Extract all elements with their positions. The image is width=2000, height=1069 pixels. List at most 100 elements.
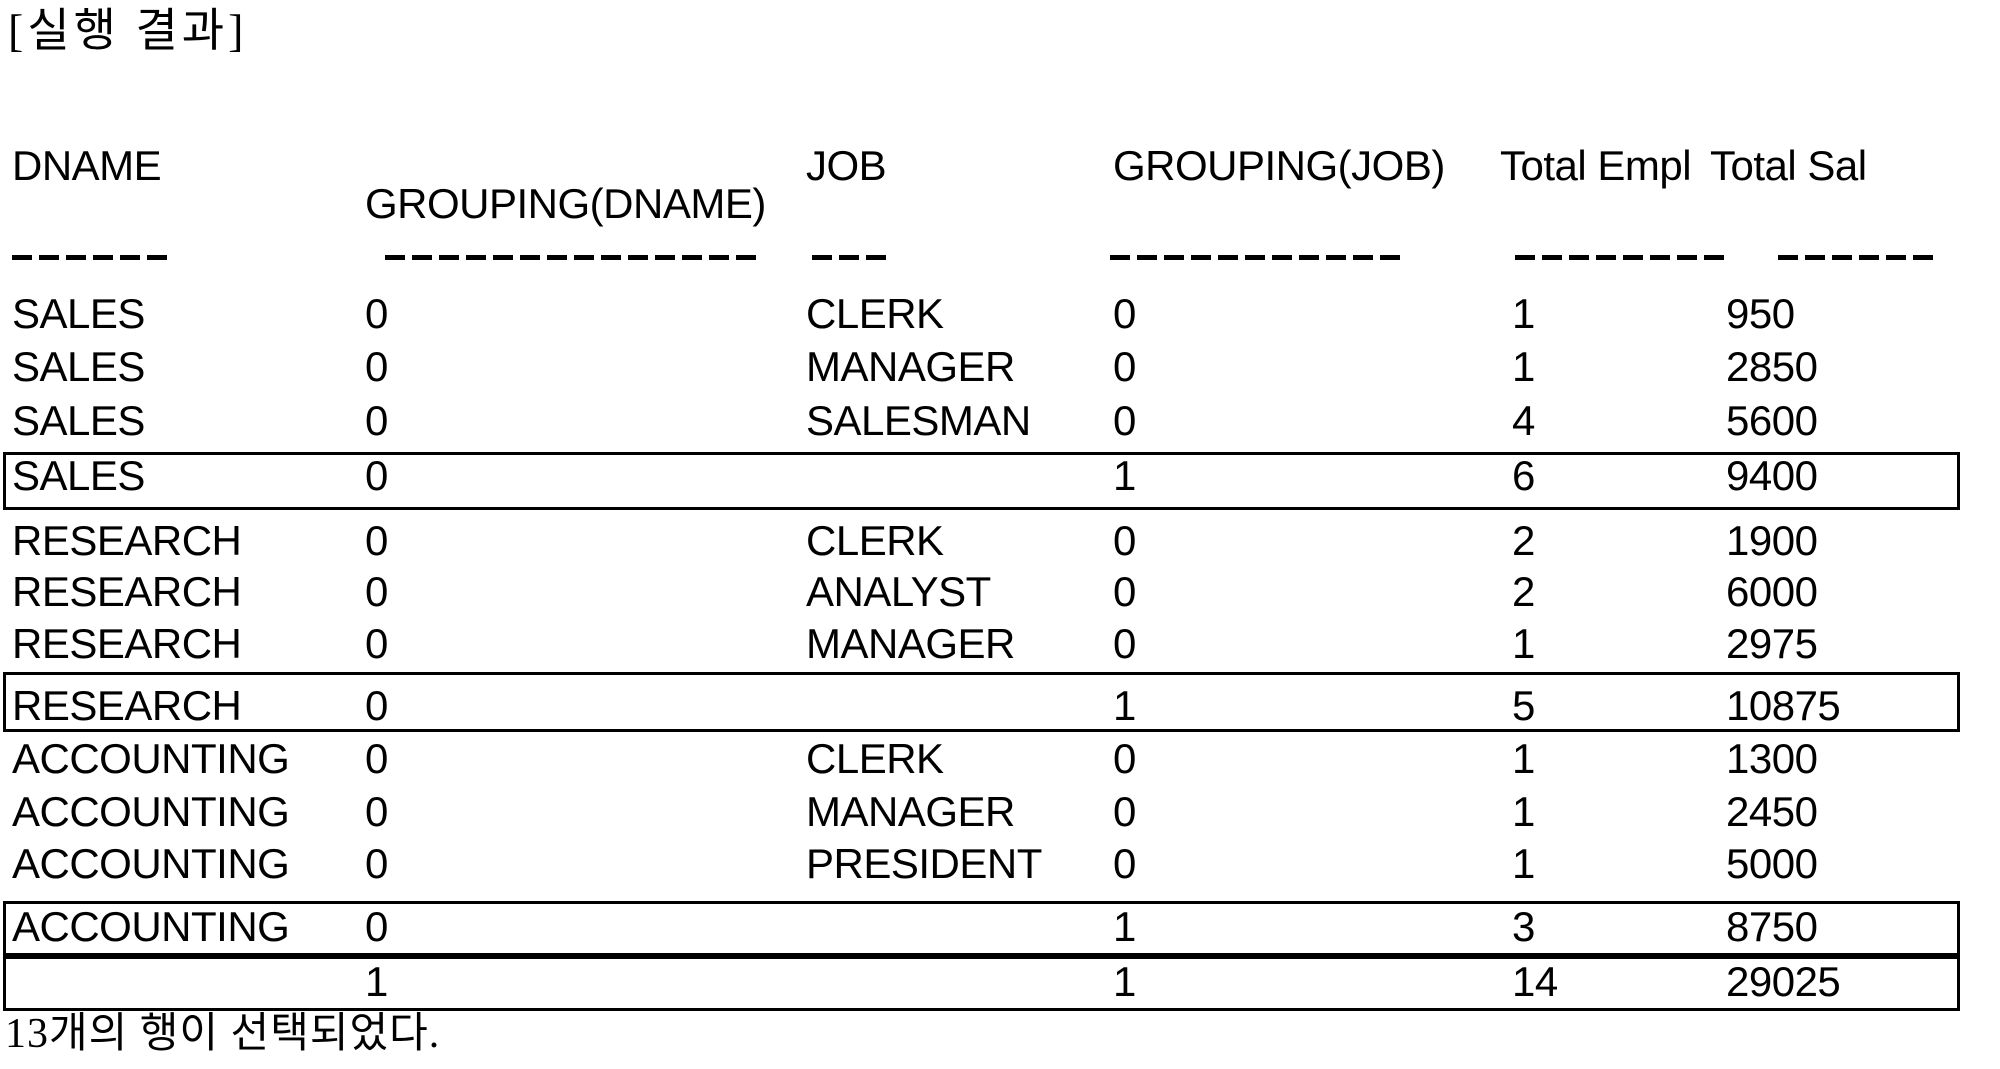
cell-total-sal: 5600 [1726,397,1818,444]
cell-job: SALESMAN [806,397,1031,444]
cell-total-empl: 1 [1512,840,1535,887]
cell-dname: SALES [12,452,145,499]
cell-total-empl: 2 [1512,517,1535,564]
cell-total-sal: 1900 [1726,517,1818,564]
cell-grouping-job: 0 [1113,620,1136,667]
cell-job: CLERK [806,735,944,782]
subtotal-box-research [3,672,1960,732]
column-header-total-sal: Total Sal [1710,142,1867,189]
cell-total-empl: 1 [1512,290,1535,337]
cell-dname: ACCOUNTING [12,735,290,782]
cell-job: CLERK [806,517,944,564]
column-header-grouping-job: GROUPING(JOB) [1113,142,1445,189]
column-header-total-empl: Total Empl [1500,142,1692,189]
cell-grouping-job: 1 [1113,682,1136,729]
cell-grouping-dname: 0 [365,517,388,564]
cell-total-sal: 2850 [1726,343,1818,390]
cell-job: ANALYST [806,568,991,615]
grand-total-box [3,956,1960,1011]
cell-total-empl: 5 [1512,682,1535,729]
cell-grouping-job: 0 [1113,788,1136,835]
table-row: ACCOUNTING 0 PRESIDENT 0 1 5000 [0,843,2000,889]
table-row: ACCOUNTING 0 CLERK 0 1 1300 [0,738,2000,784]
cell-total-empl: 1 [1512,620,1535,667]
table-row: RESEARCH 0 MANAGER 0 1 2975 [0,623,2000,669]
cell-grouping-job: 1 [1113,958,1136,1005]
cell-total-empl: 2 [1512,568,1535,615]
subtotal-box-accounting [3,901,1960,956]
subtotal-box-sales [3,452,1960,510]
cell-grouping-dname: 0 [365,568,388,615]
cell-grouping-job: 0 [1113,735,1136,782]
cell-total-sal: 2450 [1726,788,1818,835]
column-header-dname: DNAME [12,142,162,189]
cell-grouping-dname: 0 [365,840,388,887]
cell-dname: ACCOUNTING [12,903,290,950]
column-underline-job [812,255,889,260]
table-row-subtotal: RESEARCH 0 1 5 10875 [0,685,2000,731]
cell-total-sal: 29025 [1726,958,1841,1005]
cell-dname: SALES [12,290,145,337]
cell-grouping-job: 0 [1113,343,1136,390]
cell-job: MANAGER [806,620,1015,667]
cell-grouping-job: 0 [1113,568,1136,615]
cell-job: CLERK [806,290,944,337]
cell-grouping-dname: 1 [365,958,388,1005]
cell-total-sal: 8750 [1726,903,1818,950]
cell-grouping-dname: 0 [365,903,388,950]
table-row-subtotal: SALES 0 1 6 9400 [0,455,2000,501]
cell-dname: SALES [12,397,145,444]
column-header-job: JOB [806,142,887,189]
cell-total-sal: 1300 [1726,735,1818,782]
row-count-message: 13개의 행이 선택되었다. [5,1011,441,1057]
cell-total-empl: 6 [1512,452,1535,499]
table-row: RESEARCH 0 CLERK 0 2 1900 [0,520,2000,566]
cell-total-empl: 4 [1512,397,1535,444]
cell-total-sal: 6000 [1726,568,1818,615]
cell-grouping-job: 0 [1113,290,1136,337]
cell-grouping-job: 1 [1113,452,1136,499]
cell-dname: RESEARCH [12,568,242,615]
cell-dname: ACCOUNTING [12,788,290,835]
table-row-grand-total: 1 1 14 29025 [0,961,2000,1007]
column-underline-total-sal [1778,255,1936,260]
cell-dname: ACCOUNTING [12,840,290,887]
cell-grouping-dname: 0 [365,735,388,782]
page-title: [실행 결과] [8,5,248,56]
cell-grouping-job: 0 [1113,840,1136,887]
cell-grouping-dname: 0 [365,620,388,667]
cell-job: MANAGER [806,343,1015,390]
column-underline-grouping-dname [385,255,759,260]
cell-dname: RESEARCH [12,517,242,564]
column-underline-total-empl [1515,255,1727,260]
cell-grouping-dname: 0 [365,290,388,337]
cell-grouping-dname: 0 [365,682,388,729]
column-header-grouping-dname: GROUPING(DNAME) [365,180,766,227]
cell-total-sal: 2975 [1726,620,1818,667]
cell-grouping-dname: 0 [365,788,388,835]
cell-grouping-job: 1 [1113,903,1136,950]
cell-total-sal: 9400 [1726,452,1818,499]
table-row-subtotal: ACCOUNTING 0 1 3 8750 [0,906,2000,952]
cell-total-empl: 3 [1512,903,1535,950]
cell-total-sal: 950 [1726,290,1795,337]
cell-total-empl: 14 [1512,958,1558,1005]
table-row: SALES 0 CLERK 0 1 950 [0,293,2000,339]
cell-dname: RESEARCH [12,682,242,729]
cell-total-sal: 10875 [1726,682,1841,729]
cell-job: MANAGER [806,788,1015,835]
cell-grouping-job: 0 [1113,517,1136,564]
cell-total-empl: 1 [1512,735,1535,782]
column-underline-dname [12,255,170,260]
cell-grouping-dname: 0 [365,397,388,444]
cell-total-empl: 1 [1512,788,1535,835]
cell-total-empl: 1 [1512,343,1535,390]
table-row: RESEARCH 0 ANALYST 0 2 6000 [0,571,2000,617]
cell-grouping-job: 0 [1113,397,1136,444]
column-underline-grouping-job [1110,255,1403,260]
table-row: ACCOUNTING 0 MANAGER 0 1 2450 [0,791,2000,837]
cell-total-sal: 5000 [1726,840,1818,887]
cell-dname: SALES [12,343,145,390]
cell-job: PRESIDENT [806,840,1042,887]
